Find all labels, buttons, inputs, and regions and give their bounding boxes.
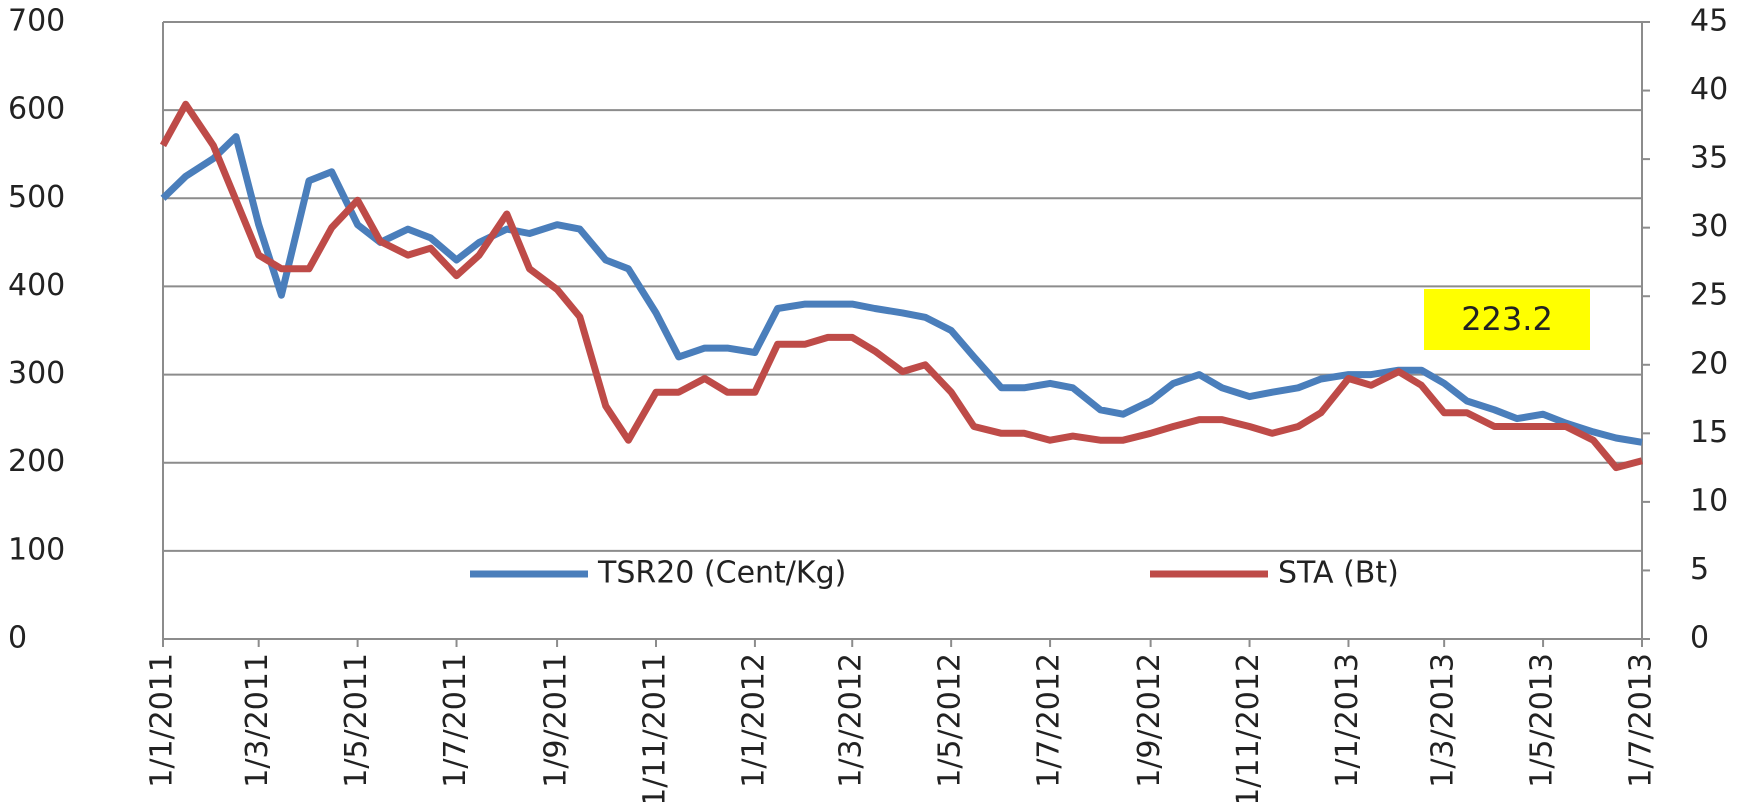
y-tick-label: 0 — [8, 621, 27, 656]
x-tick-label: 1/9/2012 — [1132, 653, 1167, 788]
x-tick-label: 1/3/2012 — [834, 653, 869, 788]
y2-tick-label: 20 — [1690, 346, 1728, 381]
y2-tick-label: 15 — [1690, 415, 1728, 450]
annotation: 223.2 — [1461, 300, 1553, 338]
x-tick-label: 1/7/2011 — [438, 653, 473, 788]
y-tick-label: 200 — [8, 444, 65, 479]
y2-tick-label: 5 — [1690, 552, 1709, 587]
y-tick-label: 300 — [8, 356, 65, 391]
y2-tick-label: 40 — [1690, 72, 1728, 107]
y-tick-label: 400 — [8, 268, 65, 303]
x-tick-label: 1/5/2013 — [1525, 653, 1560, 788]
y-tick-label: 600 — [8, 92, 65, 127]
y2-tick-label: 25 — [1690, 278, 1728, 313]
x-tick-label: 1/1/2011 — [145, 653, 180, 788]
y-tick-label: 500 — [8, 180, 65, 215]
annotation-box — [1424, 289, 1590, 350]
y2-tick-label: 35 — [1690, 141, 1728, 176]
y2-tick-label: 45 — [1690, 4, 1728, 39]
y2-tick-label: 0 — [1690, 621, 1709, 656]
x-tick-label: 1/9/2011 — [539, 653, 574, 788]
series-line — [159, 100, 1643, 472]
x-tick-label: 1/7/2012 — [1032, 653, 1067, 788]
legend-label: TSR20 (Cent/Kg) — [597, 556, 846, 591]
y2-tick-label: 10 — [1690, 483, 1728, 518]
x-tick-label: 1/11/2011 — [638, 653, 673, 802]
legend-label: STA (Bt) — [1278, 556, 1399, 591]
x-tick-label: 1/1/2012 — [736, 653, 771, 788]
y-tick-label: 100 — [8, 532, 65, 567]
x-tick-label: 1/1/2013 — [1330, 653, 1365, 788]
x-tick-label: 1/11/2012 — [1231, 653, 1266, 802]
x-tick-label: 1/3/2011 — [240, 653, 275, 788]
y2-tick-label: 30 — [1690, 209, 1728, 244]
x-tick-label: 1/3/2013 — [1426, 653, 1461, 788]
y-tick-label: 700 — [8, 4, 65, 39]
x-tick-label: 1/5/2012 — [933, 653, 968, 788]
x-tick-label: 1/5/2011 — [339, 653, 374, 788]
x-tick-label: 1/7/2013 — [1624, 653, 1659, 788]
series-line — [160, 133, 1643, 446]
